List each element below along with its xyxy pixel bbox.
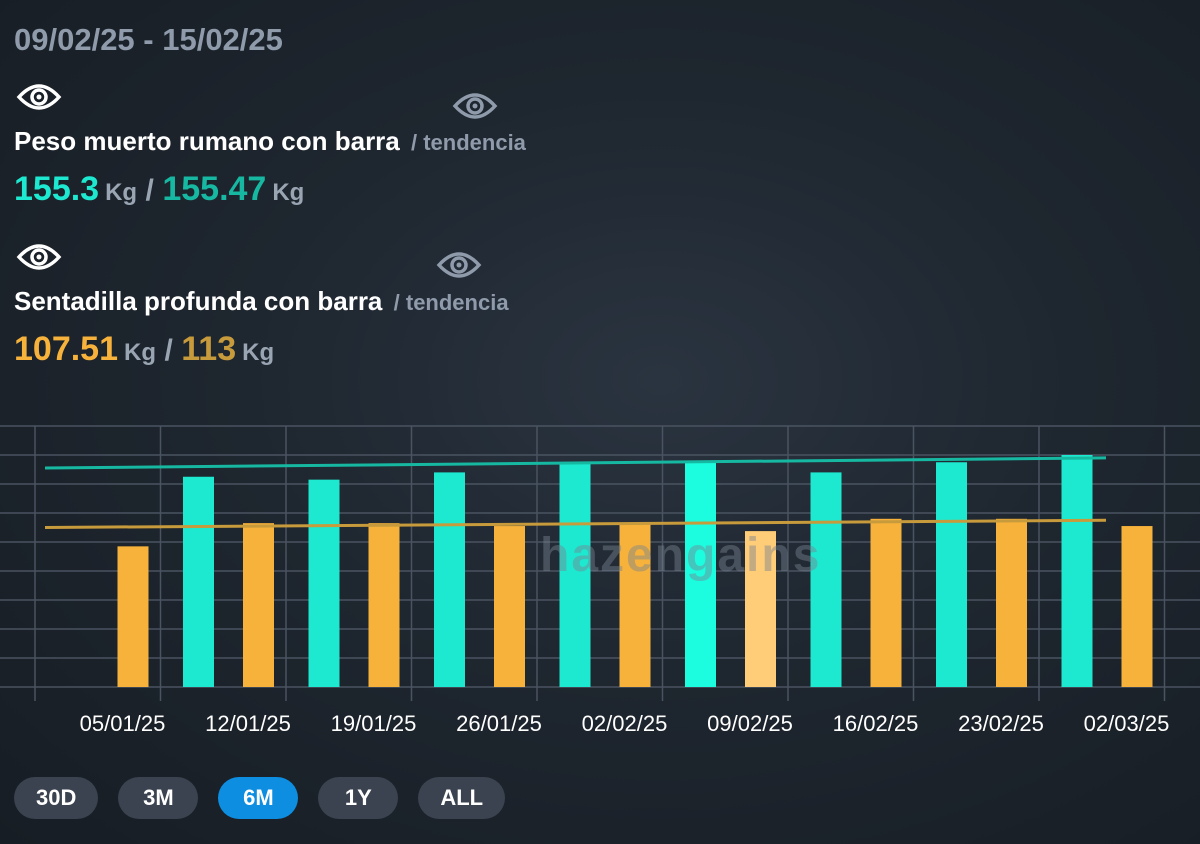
bar-sentadilla[interactable] xyxy=(745,531,776,687)
range-button-3m[interactable]: 3M xyxy=(118,777,199,819)
x-tick-label: 26/01/25 xyxy=(456,711,542,736)
unit: Kg xyxy=(124,339,156,366)
current-value: 155.3 xyxy=(14,170,100,208)
unit: Kg xyxy=(105,179,138,206)
trend-line xyxy=(44,456,1107,470)
bar-sentadilla[interactable] xyxy=(996,518,1027,687)
weekly-bar-chart[interactable]: 05/01/25 12/01/25 19/01/25 26/01/25 02/02/25… xyxy=(0,420,1200,750)
exercise-name: Peso muerto rumano con barra / tendencia xyxy=(14,126,526,157)
bar-peso-muerto[interactable] xyxy=(183,476,214,687)
unit: Kg xyxy=(272,179,305,206)
range-button-1y[interactable]: 1Y xyxy=(318,777,399,819)
separator: / xyxy=(164,334,173,367)
bar-sentadilla[interactable] xyxy=(619,523,651,687)
bar-peso-muerto[interactable] xyxy=(685,462,716,687)
date-range: 09/02/25 - 15/02/25 xyxy=(14,22,283,57)
bar-sentadilla[interactable] xyxy=(494,526,525,687)
trend-eye-icon[interactable] xyxy=(452,89,498,123)
exercise-values: 155.3 Kg / 155.47 Kg xyxy=(14,170,304,209)
exercise-name-text: Sentadilla profunda con barra xyxy=(14,286,383,316)
time-range-selector: 30D 3M 6M 1Y ALL xyxy=(14,777,506,819)
bar-peso-muerto[interactable] xyxy=(559,462,591,687)
bar-peso-muerto[interactable] xyxy=(434,472,465,687)
range-button-all[interactable]: ALL xyxy=(418,777,506,819)
x-tick-label: 02/03/25 xyxy=(1084,711,1170,736)
x-tick-label: 19/01/25 xyxy=(331,711,417,736)
trend-value: 113 xyxy=(181,330,237,368)
bar-sentadilla[interactable] xyxy=(117,546,149,687)
range-button-6m[interactable]: 6M xyxy=(218,777,299,819)
bar-sentadilla[interactable] xyxy=(870,518,902,687)
x-tick-label: 23/02/25 xyxy=(958,711,1044,736)
exercise-values: 107.51 Kg / 113 Kg xyxy=(14,330,274,369)
trend-label: / tendencia xyxy=(393,290,509,315)
watermark: hazengains xyxy=(540,529,822,582)
bar-peso-muerto[interactable] xyxy=(936,462,967,687)
exercise-name-text: Peso muerto rumano con barra xyxy=(14,126,400,156)
bar-peso-muerto[interactable] xyxy=(308,479,340,687)
bar-sentadilla[interactable] xyxy=(243,523,274,687)
bar-peso-muerto[interactable] xyxy=(1061,455,1093,687)
bar-sentadilla[interactable] xyxy=(1121,526,1153,687)
trend-value: 155.47 xyxy=(162,170,267,208)
exercise-name: Sentadilla profunda con barra / tendenci… xyxy=(14,286,509,317)
separator: / xyxy=(145,174,154,207)
range-button-30d[interactable]: 30D xyxy=(14,777,99,819)
x-tick-label: 16/02/25 xyxy=(833,711,919,736)
current-value: 107.51 xyxy=(14,330,118,368)
bar-peso-muerto[interactable] xyxy=(810,472,842,687)
unit: Kg xyxy=(242,339,275,366)
trend-eye-icon[interactable] xyxy=(436,248,482,282)
eye-icon[interactable] xyxy=(16,240,62,274)
x-tick-label: 12/01/25 xyxy=(205,711,291,736)
bar-sentadilla[interactable] xyxy=(368,523,400,687)
trend-label: / tendencia xyxy=(411,130,526,155)
x-tick-label: 09/02/25 xyxy=(707,711,793,736)
eye-icon[interactable] xyxy=(16,80,62,114)
trend-line xyxy=(44,518,1107,529)
x-tick-label: 05/01/25 xyxy=(80,711,166,736)
x-tick-label: 02/02/25 xyxy=(582,711,668,736)
